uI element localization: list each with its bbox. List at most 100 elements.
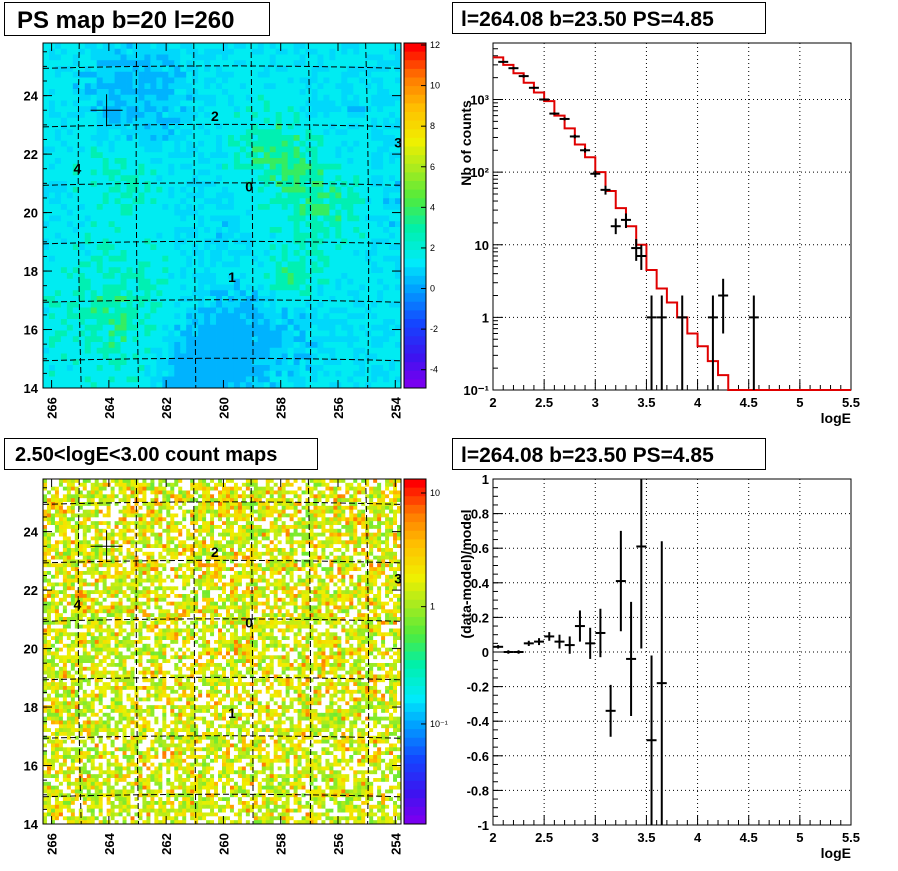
heatmap-cell <box>94 525 100 530</box>
heatmap-cell <box>210 267 217 274</box>
heatmap-cell <box>138 376 145 383</box>
heatmap-cell <box>313 494 318 499</box>
heatmap-cell <box>158 513 163 518</box>
heatmap-cell <box>287 244 294 251</box>
heatmap-cell <box>84 250 92 257</box>
heatmap-cell <box>311 313 318 320</box>
heatmap-cell <box>227 60 235 67</box>
heatmap-cell <box>118 479 123 484</box>
heatmap-cell <box>150 342 157 349</box>
heatmap-cell <box>198 319 205 326</box>
heatmap-cell <box>377 192 384 199</box>
heatmap-cell <box>138 244 145 251</box>
heatmap-cell <box>222 227 229 234</box>
heatmap-cell <box>263 209 271 216</box>
heatmap-cell <box>190 482 195 488</box>
heatmap-cell <box>337 482 342 488</box>
heatmap-cell <box>329 336 336 343</box>
heatmap-cell <box>210 204 217 211</box>
heatmap-cell <box>54 100 62 107</box>
heatmap-cell <box>359 313 366 320</box>
heatmap-cell <box>239 112 247 119</box>
heatmap-cell <box>299 324 306 331</box>
heatmap-cell <box>174 238 181 245</box>
heatmap-cell <box>66 94 74 101</box>
heatmap-cell <box>222 232 229 239</box>
heatmap-cell <box>144 123 151 130</box>
ps-map-heatmap <box>43 43 402 389</box>
heatmap-cell <box>329 244 336 251</box>
heatmap-cell <box>98 513 104 518</box>
heatmap-cell <box>174 278 181 285</box>
heatmap-cell <box>233 273 241 280</box>
heatmap-cell <box>70 482 76 488</box>
heatmap-cell <box>353 221 360 228</box>
heatmap-cell <box>72 83 80 90</box>
heatmap-cell <box>345 505 350 511</box>
heatmap-cell <box>108 238 115 245</box>
heatmap-cell <box>156 273 163 280</box>
heatmap-cell <box>317 232 324 239</box>
heatmap-cell <box>204 330 211 337</box>
heatmap-cell <box>190 517 195 522</box>
heatmap-cell <box>305 94 312 101</box>
heatmap-cell <box>186 273 193 280</box>
heatmap-cell <box>186 502 191 507</box>
heatmap-cell <box>377 359 384 366</box>
heatmap-cell <box>202 528 207 534</box>
heatmap-cell <box>114 169 121 176</box>
heatmap-cell <box>317 221 324 228</box>
heatmap-cell <box>132 382 139 389</box>
heatmap-cell <box>74 528 80 534</box>
heatmap-cell <box>239 232 247 239</box>
heatmap-cell <box>222 365 229 372</box>
heatmap-cell <box>106 509 112 514</box>
heatmap-cell <box>130 498 135 503</box>
heatmap-cell <box>126 163 133 170</box>
heatmap-cell <box>275 66 283 73</box>
heatmap-cell <box>180 336 187 343</box>
heatmap-cell <box>204 353 211 360</box>
heatmap-cell <box>289 498 294 503</box>
heatmap-cell <box>120 89 127 96</box>
heatmap-cell <box>120 112 127 119</box>
heatmap-cell <box>210 528 215 534</box>
heatmap-cell <box>214 502 219 507</box>
heatmap-cell <box>361 486 366 491</box>
heatmap-cell <box>138 175 145 182</box>
heatmap-cell <box>48 186 56 193</box>
heatmap-cell <box>168 135 175 142</box>
heatmap-cell <box>359 146 366 153</box>
heatmap-cell <box>329 376 336 383</box>
heatmap-cell <box>365 353 372 360</box>
heatmap-cell <box>233 169 241 176</box>
heatmap-cell <box>144 77 151 84</box>
heatmap-cell <box>257 324 265 331</box>
heatmap-cell <box>277 509 283 514</box>
heatmap-cell <box>233 359 241 366</box>
heatmap-cell <box>365 382 372 389</box>
heatmap-cell <box>96 54 104 61</box>
heatmap-cell <box>335 140 342 147</box>
heatmap-cell <box>329 89 336 96</box>
heatmap-cell <box>341 54 348 61</box>
heatmap-cell <box>229 528 235 534</box>
heatmap-cell <box>162 267 169 274</box>
heatmap-cell <box>86 509 92 514</box>
heatmap-cell <box>62 494 68 499</box>
heatmap-cell <box>289 479 294 484</box>
heatmap-cell <box>329 71 336 78</box>
heatmap-cell <box>204 232 211 239</box>
heatmap-cell <box>198 71 205 78</box>
heatmap-cell <box>269 89 277 96</box>
heatmap-cell <box>72 284 80 291</box>
heatmap-cell <box>210 517 215 522</box>
heatmap-cell <box>341 307 348 314</box>
heatmap-cell <box>359 336 366 343</box>
heatmap-cell <box>317 353 324 360</box>
heatmap-cell <box>138 227 145 234</box>
heatmap-cell <box>335 284 342 291</box>
heatmap-cell <box>186 347 193 354</box>
heatmap-cell <box>293 244 300 251</box>
heatmap-cell <box>78 66 86 73</box>
